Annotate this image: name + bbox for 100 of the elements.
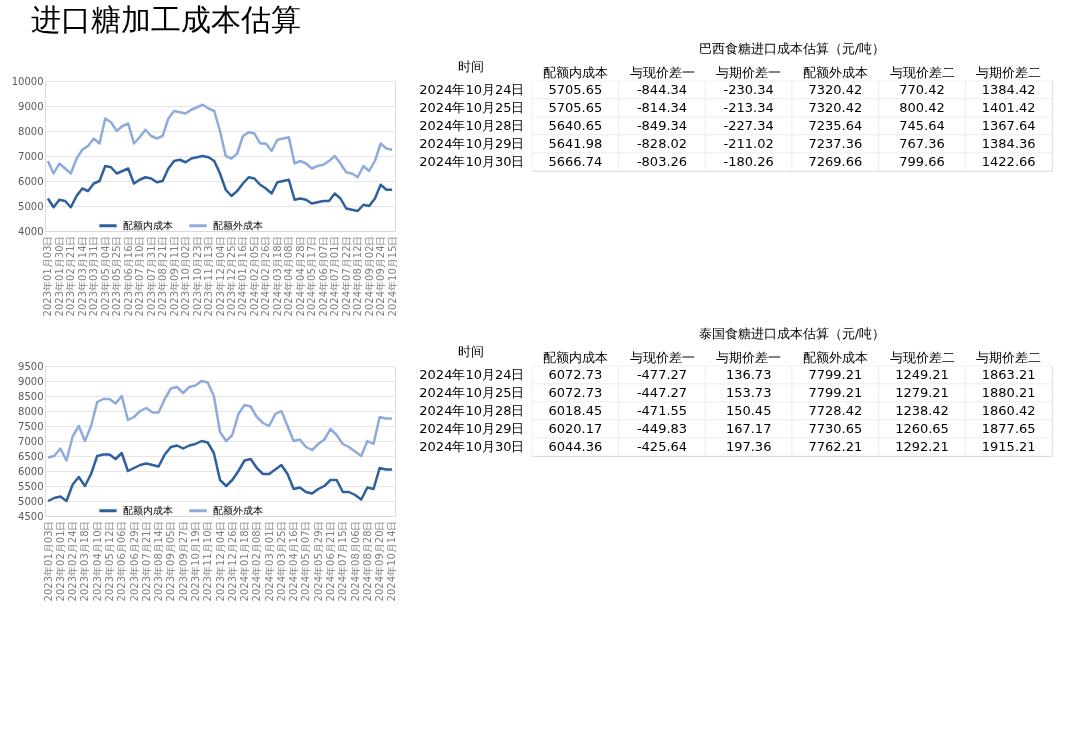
y-tick-label: 6500 bbox=[18, 450, 44, 462]
x-tick-label: 2024年02月08日 bbox=[251, 520, 263, 602]
x-tick-label: 2023年02月21日 bbox=[65, 235, 77, 317]
data-label: -227.34 bbox=[723, 118, 774, 133]
x-tick-label: 与现价差二 bbox=[889, 349, 955, 365]
line-series bbox=[46, 103, 394, 179]
data-label: 1260.65 bbox=[895, 421, 949, 436]
data-label: 1860.42 bbox=[981, 403, 1036, 418]
y-tick-label: 4000 bbox=[18, 225, 44, 237]
y-tick-label: 2024年10月25日 bbox=[419, 100, 525, 115]
data-label: 7730.65 bbox=[808, 421, 863, 436]
x-tick-label: 2023年10月23日 bbox=[191, 235, 203, 317]
x-tick-label: 2024年09月24日 bbox=[375, 235, 387, 317]
x-tick-label: 2024年05月07日 bbox=[300, 520, 312, 602]
x-tick-label: 2023年07月21日 bbox=[140, 520, 152, 602]
data-label: 745.64 bbox=[899, 118, 945, 133]
data-label: 1401.42 bbox=[981, 100, 1036, 115]
x-tick-label: 2024年08月28日 bbox=[361, 520, 373, 602]
x-tick-label: 2024年07月01日 bbox=[329, 235, 341, 317]
x-tick-label: 2023年03月31日 bbox=[88, 235, 100, 317]
data-label: -844.34 bbox=[636, 82, 688, 97]
x-tick-label: 2023年06月06日 bbox=[116, 520, 128, 602]
y-tick-label: 7000 bbox=[18, 150, 44, 162]
line-series bbox=[46, 439, 394, 503]
x-tick-label: 2024年10月14日 bbox=[386, 520, 398, 602]
x-tick-label: 2023年05月12日 bbox=[103, 520, 115, 602]
data-label: 1863.21 bbox=[981, 367, 1036, 382]
x-tick-label: 与现价差一 bbox=[629, 349, 695, 365]
data-label: -180.26 bbox=[723, 154, 774, 169]
data-label: 5666.74 bbox=[548, 154, 603, 169]
y-tick-label: 2024年10月29日 bbox=[419, 136, 525, 151]
data-label: 6072.73 bbox=[548, 367, 603, 382]
x-tick-label: 配额内成本 bbox=[542, 64, 608, 80]
y-tick-label: 9500 bbox=[18, 360, 44, 372]
data-label: 5705.65 bbox=[548, 82, 603, 97]
x-tick-label: 2023年02月24日 bbox=[67, 520, 79, 602]
data-label: 7237.36 bbox=[808, 136, 863, 151]
data-label: 197.36 bbox=[725, 439, 772, 454]
data-label: -849.34 bbox=[636, 118, 688, 133]
y-tick-label: 10000 bbox=[11, 75, 44, 87]
x-tick-label: 2023年09月27日 bbox=[177, 520, 189, 602]
x-tick-label: 2024年02月05日 bbox=[248, 235, 260, 317]
data-label: 1877.65 bbox=[981, 421, 1036, 436]
y-tick-label: 2024年10月24日 bbox=[419, 367, 525, 382]
x-tick-label: 配额外成本 bbox=[802, 349, 868, 365]
line-series bbox=[46, 379, 394, 462]
data-label: 6018.45 bbox=[548, 403, 603, 418]
y-axis-title: 时间 bbox=[457, 58, 484, 74]
legend-label: 配额外成本 bbox=[212, 219, 263, 231]
x-tick-label: 2023年07月31日 bbox=[145, 235, 157, 317]
y-tick-label: 6000 bbox=[18, 465, 44, 477]
data-label: 7235.64 bbox=[808, 118, 863, 133]
data-label: 799.66 bbox=[899, 154, 945, 169]
data-label: 5641.98 bbox=[548, 136, 603, 151]
data-label: 1292.21 bbox=[895, 439, 949, 454]
x-tick-label: 2023年12月26日 bbox=[226, 520, 238, 602]
x-tick-label: 2024年09月20日 bbox=[374, 520, 386, 602]
data-label: -471.55 bbox=[636, 403, 688, 418]
x-tick-label: 2024年07月15日 bbox=[337, 520, 349, 602]
chart-title: 巴西食糖进口成本估算（元/吨） bbox=[698, 41, 886, 56]
x-tick-label: 2023年12月04日 bbox=[214, 235, 226, 317]
chart-title: 进口糖加工成本估算 bbox=[31, 2, 302, 37]
x-tick-label: 2023年09月11日 bbox=[168, 235, 180, 317]
line-series bbox=[46, 154, 394, 213]
data-label: -477.27 bbox=[636, 367, 688, 382]
x-tick-label: 2023年10月19日 bbox=[189, 520, 201, 602]
x-tick-label: 2023年06月29日 bbox=[128, 520, 140, 602]
data-label: 7799.21 bbox=[808, 385, 863, 400]
data-label: 1915.21 bbox=[981, 439, 1036, 454]
x-tick-label: 2023年07月10日 bbox=[134, 235, 146, 317]
y-tick-label: 2024年10月28日 bbox=[419, 118, 525, 133]
data-label: -230.34 bbox=[723, 82, 774, 97]
data-label: 1384.42 bbox=[981, 82, 1036, 97]
legend-label: 配额内成本 bbox=[122, 504, 173, 516]
x-tick-label: 2024年06月07日 bbox=[317, 235, 329, 317]
x-tick-label: 2023年11月13日 bbox=[203, 235, 215, 317]
x-tick-label: 2024年03月01日 bbox=[263, 520, 275, 602]
y-tick-label: 2024年10月29日 bbox=[419, 421, 525, 436]
x-tick-label: 2023年03月14日 bbox=[76, 235, 88, 317]
x-tick-label: 2024年03月18日 bbox=[271, 235, 283, 317]
x-tick-label: 与期价差一 bbox=[716, 64, 782, 80]
x-tick-label: 2023年12月25日 bbox=[225, 235, 237, 317]
x-tick-label: 2024年04月08日 bbox=[283, 235, 295, 317]
y-tick-label: 5000 bbox=[18, 200, 44, 212]
data-label: 136.73 bbox=[725, 367, 772, 382]
data-label: 5640.65 bbox=[548, 118, 603, 133]
x-tick-label: 2023年02月01日 bbox=[54, 520, 66, 602]
x-tick-label: 配额内成本 bbox=[542, 349, 608, 365]
data-label: 150.45 bbox=[725, 403, 772, 418]
x-tick-label: 2024年06月21日 bbox=[325, 520, 337, 602]
y-tick-label: 6000 bbox=[18, 175, 44, 187]
x-tick-label: 2024年01月16日 bbox=[237, 235, 249, 317]
data-label: 7269.66 bbox=[808, 154, 863, 169]
y-tick-label: 8000 bbox=[18, 125, 44, 137]
data-label: 6072.73 bbox=[548, 385, 603, 400]
x-tick-label: 2023年06月16日 bbox=[122, 235, 134, 317]
data-label: 7762.21 bbox=[808, 439, 863, 454]
y-tick-label: 2024年10月24日 bbox=[419, 82, 525, 97]
x-tick-label: 2024年03月25日 bbox=[275, 520, 287, 602]
data-label: -449.83 bbox=[636, 421, 688, 436]
